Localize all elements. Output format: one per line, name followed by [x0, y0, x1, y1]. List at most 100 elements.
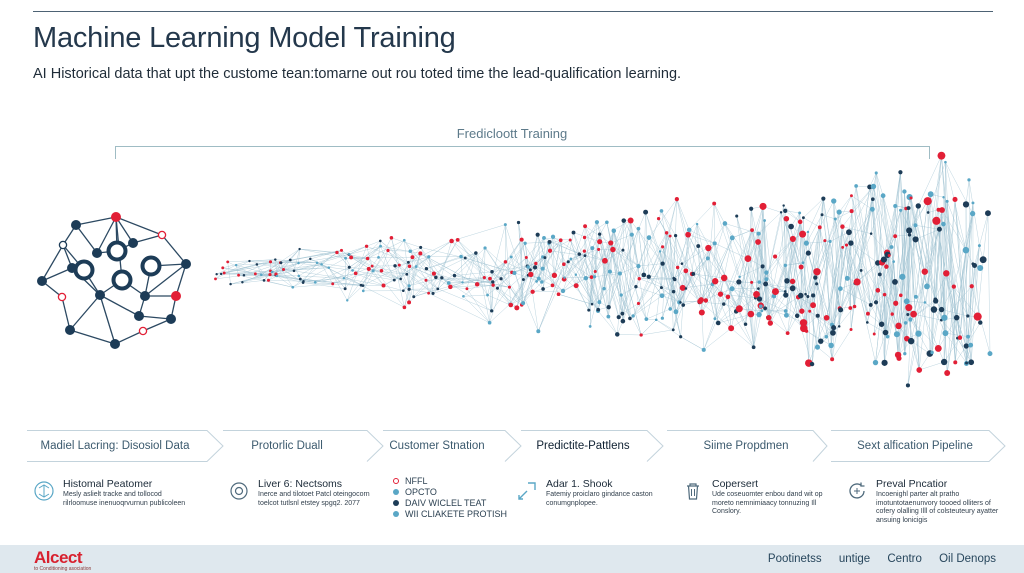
network-edge: [689, 229, 715, 244]
network-edge: [705, 203, 715, 301]
network-node: [634, 285, 638, 289]
network-node: [414, 265, 418, 268]
network-node: [747, 310, 755, 318]
network-edge: [941, 209, 967, 251]
network-edge: [835, 218, 848, 279]
brain-edge: [69, 329, 116, 345]
network-node: [969, 284, 974, 289]
pipeline-step-6[interactable]: Sext alfication Pipeline: [857, 440, 973, 452]
brain-edge: [138, 315, 172, 320]
network-node: [903, 352, 907, 356]
network-edge: [943, 224, 945, 362]
network-edge: [623, 220, 639, 304]
network-edge: [293, 248, 300, 271]
network-node: [899, 273, 906, 280]
network-edge: [491, 285, 494, 311]
network-node: [823, 239, 827, 243]
network-edge: [891, 172, 901, 248]
network-edge: [428, 277, 443, 294]
network-node: [921, 268, 928, 275]
brand-logo[interactable]: Alcect: [34, 548, 83, 567]
network-node: [978, 320, 983, 325]
pipeline-step-1[interactable]: Madiel Lacring: Disosiol Data: [40, 440, 190, 452]
network-node: [944, 370, 951, 376]
network-edge: [662, 232, 667, 319]
network-node: [596, 307, 601, 312]
network-edge: [808, 317, 827, 364]
network-node: [712, 278, 719, 285]
network-edge: [348, 245, 381, 255]
network-edge: [584, 237, 590, 311]
network-node: [759, 202, 767, 210]
footer-link-4[interactable]: Oil Denops: [939, 553, 996, 565]
network-edge: [426, 252, 476, 269]
legend-dot: [393, 500, 399, 506]
network-edge: [441, 277, 493, 283]
network-edge: [280, 259, 291, 264]
network-edge: [530, 237, 545, 270]
network-node: [594, 220, 599, 225]
network-node: [660, 316, 664, 320]
network-edge: [840, 226, 843, 289]
network-edge: [851, 195, 871, 305]
footer-link-1[interactable]: Pootinetss: [767, 553, 822, 565]
network-node: [838, 307, 844, 313]
network-edge: [720, 294, 754, 348]
network-node: [944, 160, 947, 164]
network-edge: [959, 250, 967, 338]
network-edge: [492, 239, 522, 283]
network-edge: [817, 315, 821, 342]
network-node: [703, 298, 709, 303]
network-node: [913, 223, 918, 228]
network-edge: [573, 232, 593, 305]
network-edge: [953, 286, 978, 317]
network-edge: [514, 272, 539, 332]
network-edge: [598, 288, 605, 310]
pipeline-step-4[interactable]: Predictite-Pattlens: [536, 440, 630, 452]
network-edge: [349, 267, 382, 271]
pipeline-step-3[interactable]: Customer Stnation: [389, 440, 485, 452]
network-edge: [735, 241, 759, 312]
network-edge: [635, 286, 663, 296]
network-edge: [785, 310, 804, 329]
footer-link-3[interactable]: Centro: [887, 553, 922, 565]
network-edge: [635, 232, 667, 287]
brain-node: [166, 314, 176, 324]
network-node: [507, 285, 511, 289]
network-node: [407, 264, 412, 269]
network-edge: [908, 230, 920, 371]
network-node: [953, 360, 958, 365]
network-edge: [676, 199, 694, 275]
network-edge: [522, 256, 543, 304]
network-node: [602, 257, 608, 264]
network-edge: [609, 242, 639, 267]
network-node: [906, 227, 913, 234]
network-node: [448, 284, 453, 290]
pipeline-step-2[interactable]: Protorlic Duall: [251, 440, 323, 452]
network-edge: [404, 240, 427, 281]
network-node: [869, 232, 873, 235]
network-node: [528, 268, 532, 272]
pipeline-step-5[interactable]: Siime Propdmen: [703, 440, 789, 452]
network-node: [817, 225, 822, 230]
network-edge: [701, 284, 713, 300]
network-node: [934, 344, 942, 352]
network-node: [463, 256, 467, 260]
network-node: [508, 302, 514, 308]
network-node: [674, 196, 679, 202]
network-edge: [336, 252, 350, 268]
network-edge: [332, 267, 350, 285]
network-edge: [662, 246, 674, 279]
network-node: [588, 325, 592, 328]
footer-link-2[interactable]: untige: [838, 553, 871, 565]
network-node: [424, 278, 428, 282]
network-node: [813, 268, 821, 276]
network-edge: [689, 203, 715, 231]
network-edge: [676, 199, 707, 301]
network-edge: [362, 268, 370, 286]
network-edge: [366, 246, 373, 267]
network-node: [751, 345, 756, 350]
network-edge: [832, 306, 855, 334]
network-edge: [956, 250, 967, 318]
network-node: [547, 248, 553, 253]
